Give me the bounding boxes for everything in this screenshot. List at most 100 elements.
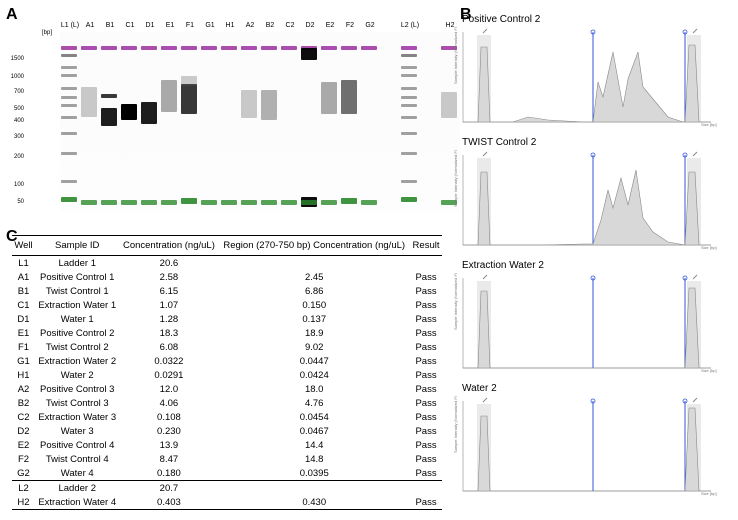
gel-lane: [300, 32, 318, 212]
table-row: F2Twist Control 48.4714.8Pass: [12, 452, 442, 466]
table-cell: Twist Control 1: [35, 284, 119, 298]
table-cell: Ladder 2: [35, 481, 119, 496]
gel-lane: [200, 32, 218, 212]
epg-svg: Sample Intensity (Normalized FU)Size [bp…: [452, 396, 722, 496]
gel-band: [61, 66, 77, 69]
gel-lane: [220, 32, 238, 212]
table-cell: Water 4: [35, 466, 119, 481]
table-cell: 6.15: [119, 284, 218, 298]
gel-band: [321, 46, 337, 50]
lane-label: C2: [280, 22, 300, 29]
gel-band: [141, 102, 157, 124]
table-cell: C1: [12, 298, 35, 312]
gel-band: [301, 48, 317, 60]
lane-label: H1: [220, 22, 240, 29]
gel-band: [281, 200, 297, 205]
gel-lane: [320, 32, 338, 212]
gel-band: [121, 200, 137, 205]
table-row: B1Twist Control 16.156.86Pass: [12, 284, 442, 298]
table-cell: 0.0322: [119, 354, 218, 368]
gel-lane: [60, 32, 78, 212]
gel-band: [301, 200, 317, 205]
table-cell: 4.06: [119, 396, 218, 410]
gel-band: [181, 198, 197, 204]
gel-band: [101, 200, 117, 205]
gel-band: [401, 180, 417, 183]
gel-band: [401, 116, 417, 119]
lane-label: E2: [320, 22, 340, 29]
table-cell: L1: [12, 256, 35, 271]
table-cell: 0.0454: [218, 410, 410, 424]
lane-label: L2 (L): [400, 22, 420, 29]
table-cell: 14.8: [218, 452, 410, 466]
table-cell: Pass: [410, 284, 442, 298]
table-cell: Extraction Water 3: [35, 410, 119, 424]
gel-band: [401, 46, 417, 50]
gel-ytick: 300: [14, 134, 24, 140]
gel-band: [401, 87, 417, 90]
epg-svg: Sample Intensity (Normalized FU)Size [bp…: [452, 27, 722, 127]
table-cell: 18.3: [119, 326, 218, 340]
col-header: Concentration (ng/uL): [119, 236, 218, 256]
lane-label: F1: [180, 22, 200, 29]
table-cell: Water 2: [35, 368, 119, 382]
gel-band: [81, 46, 97, 50]
table-cell: F2: [12, 452, 35, 466]
gel-lane: [280, 32, 298, 212]
table-cell: [218, 481, 410, 496]
gel-band: [261, 90, 277, 120]
table-cell: B1: [12, 284, 35, 298]
table-cell: E1: [12, 326, 35, 340]
gel-band: [61, 46, 77, 50]
gel-lane: [180, 32, 198, 212]
table-body: L1Ladder 120.6A1Positive Control 12.582.…: [12, 256, 442, 510]
gel-band: [101, 94, 117, 98]
gel-band: [401, 104, 417, 107]
table-cell: Pass: [410, 438, 442, 452]
lane-label: L1 (L): [60, 22, 80, 29]
gel-band: [61, 87, 77, 90]
table-cell: Pass: [410, 354, 442, 368]
table-cell: Positive Control 4: [35, 438, 119, 452]
table-cell: 9.02: [218, 340, 410, 354]
col-header: Result: [410, 236, 442, 256]
lane-label: B2: [260, 22, 280, 29]
gel-band: [61, 116, 77, 119]
table-cell: 0.0291: [119, 368, 218, 382]
gel-band: [261, 200, 277, 205]
table-row: H2Extraction Water 40.4030.430Pass: [12, 495, 442, 510]
table-cell: 4.76: [218, 396, 410, 410]
svg-text:Size [bp]: Size [bp]: [701, 245, 717, 250]
svg-text:Size [bp]: Size [bp]: [701, 491, 717, 496]
gel-band: [161, 200, 177, 205]
table-cell: 0.108: [119, 410, 218, 424]
table-row: E2Positive Control 413.914.4Pass: [12, 438, 442, 452]
gel-band: [61, 180, 77, 183]
table-cell: [218, 256, 410, 271]
gel-band: [241, 90, 257, 118]
gel-band: [81, 200, 97, 205]
epg-chart: Extraction Water 2Sample Intensity (Norm…: [452, 260, 730, 373]
table-row: E1Positive Control 218.318.9Pass: [12, 326, 442, 340]
gel-lane: [120, 32, 138, 212]
epg-chart: Positive Control 2Sample Intensity (Norm…: [452, 14, 730, 127]
table-cell: Pass: [410, 270, 442, 284]
table-cell: Pass: [410, 326, 442, 340]
gel-lane: [80, 32, 98, 212]
table-row: D1Water 11.280.137Pass: [12, 312, 442, 326]
table-cell: H2: [12, 495, 35, 510]
epg-chart: Water 2Sample Intensity (Normalized FU)S…: [452, 383, 730, 496]
table-row: D2Water 30.2300.0467Pass: [12, 424, 442, 438]
gel-lane: [100, 32, 118, 212]
table-cell: 14.4: [218, 438, 410, 452]
epg-chart: TWIST Control 2Sample Intensity (Normali…: [452, 137, 730, 250]
gel-band: [241, 46, 257, 50]
gel-band: [61, 197, 77, 202]
gel-lane: [160, 32, 178, 212]
table-cell: Extraction Water 2: [35, 354, 119, 368]
svg-text:Size [bp]: Size [bp]: [701, 368, 717, 373]
table-row: G1Extraction Water 20.03220.0447Pass: [12, 354, 442, 368]
table-cell: E2: [12, 438, 35, 452]
gel-band: [61, 54, 77, 57]
gel-band: [401, 66, 417, 69]
